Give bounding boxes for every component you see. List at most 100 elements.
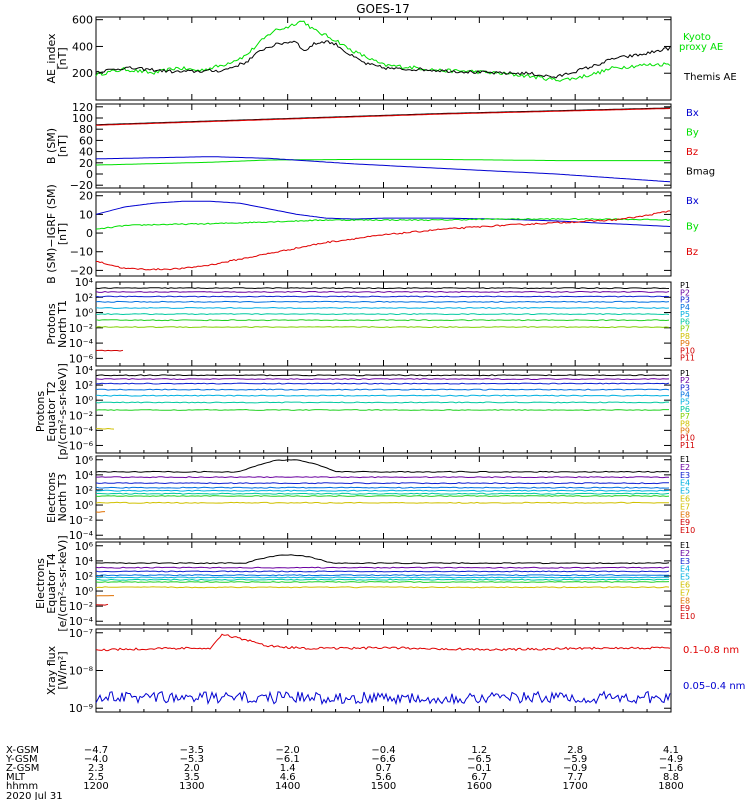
legend-en: E1 (680, 455, 690, 464)
x-row-label: MLT (6, 772, 26, 783)
legend-pe: P5 (680, 398, 690, 407)
channel-ee-2 (95, 566, 669, 569)
x-column-value: 0.7 (376, 763, 392, 774)
legend-bsm: Bx (686, 108, 699, 119)
x-column-value: 1700 (562, 781, 587, 792)
panel-frame-pe (95, 369, 672, 454)
y-axis-label-ae: [nT] (56, 47, 69, 69)
y-axis-label-bigrf: B (SM)−IGRF (SM) (45, 184, 58, 284)
legend-en: E5 (680, 487, 690, 496)
legend-ae: Themis AE (683, 72, 737, 83)
channel-pn-4 (95, 300, 670, 303)
legend-pe: P1 (680, 369, 690, 378)
legend-pn: P1 (680, 281, 690, 290)
series-ae-themis-ae (95, 40, 671, 79)
y-tick-label-pe: 10⁴ (75, 364, 94, 377)
x-column-value: −4.7 (84, 745, 108, 756)
y-tick-label-bsm: 60 (79, 134, 93, 147)
y-axis-label-ae: AE_index (45, 33, 58, 84)
y-tick-label-pe: 10⁰ (75, 394, 94, 407)
channel-en-5 (96, 489, 670, 492)
channel-pe-4 (95, 388, 670, 391)
legend-ee: E5 (680, 573, 690, 582)
channel-en-3 (95, 482, 669, 485)
channel-pe-9 (96, 427, 115, 430)
y-tick-label-ae: 400 (72, 40, 93, 53)
x-row-label: X-GSM (6, 745, 39, 756)
y-tick-label-pn: 10² (75, 291, 93, 304)
y-tick-label-ee: 10⁰ (75, 585, 94, 598)
x-column-value: 2.3 (88, 763, 104, 774)
series-bsm-bx (95, 156, 671, 183)
y-tick-label-bsm: 0 (86, 168, 93, 181)
channel-pe-3 (96, 382, 670, 385)
legend-pn: P3 (680, 296, 690, 305)
x-column-value: 5.6 (376, 772, 392, 783)
legend-pe: P4 (680, 391, 690, 400)
y-tick-label-en: 10² (75, 484, 93, 497)
legend-pe: P3 (680, 383, 690, 392)
y-axis-label-pn: Protons (45, 303, 58, 344)
y-axis-label-bsm: B (SM) (45, 128, 58, 164)
legend-pe: P9 (680, 426, 690, 435)
legend-pn: P6 (680, 317, 690, 326)
y-tick-label-en: 10⁻⁴ (69, 529, 94, 542)
legend-ee: E3 (680, 557, 690, 566)
x-column-value: 2.0 (184, 763, 200, 774)
y-tick-label-ee: 10⁻² (69, 600, 93, 613)
legend-pn: P2 (680, 288, 690, 297)
x-column-value: 1800 (658, 781, 683, 792)
x-column-value: 4.1 (663, 745, 679, 756)
x-column-value: −6.1 (276, 754, 300, 765)
x-column-value: 1400 (275, 781, 300, 792)
y-axis-label-bigrf: [nT] (56, 223, 69, 245)
legend-en: E4 (680, 479, 690, 488)
panel-frame-pn (95, 281, 672, 367)
x-column-value: 3.5 (184, 772, 200, 783)
legend-ee: E2 (680, 549, 690, 558)
y-tick-label-pn: 10⁰ (75, 307, 94, 320)
legend-en: E7 (680, 502, 690, 511)
x-column-value: 8.8 (663, 772, 679, 783)
x-column-value: 1.2 (471, 745, 487, 756)
y-axis-label-pn: North T1 (56, 300, 69, 348)
x-column-value: −3.5 (180, 745, 204, 756)
channel-pe-2 (95, 378, 670, 381)
y-tick-label-bigrf: 20 (79, 190, 93, 203)
x-column-value: −5.3 (180, 754, 204, 765)
legend-en: E3 (680, 471, 690, 480)
y-axis-label-xray: [W/m²] (56, 651, 69, 689)
y-tick-label-en: 10⁰ (75, 499, 94, 512)
channel-pe-7 (95, 408, 669, 411)
y-tick-label-pn: 10⁻² (69, 322, 93, 335)
series-bsm-by (96, 158, 670, 166)
legend-pn: P8 (680, 332, 690, 341)
legend-pn: P7 (680, 325, 690, 334)
legend-pe: P2 (680, 376, 690, 385)
legend-pn: P5 (680, 310, 690, 319)
panel-frame-ae (95, 16, 672, 101)
channel-pn-6 (95, 313, 670, 316)
y-tick-label-xray: 10⁻⁷ (69, 627, 93, 640)
legend-ee: E10 (680, 612, 695, 621)
y-tick-label-bigrf: −10 (70, 246, 93, 259)
channel-ee-6 (95, 578, 669, 581)
y-tick-label-bsm: 20 (79, 157, 93, 170)
y-axis-label-ee: [e/(cm²-s-sr-keV)] (56, 535, 69, 631)
x-column-value: −6.5 (467, 754, 491, 765)
series-bsm-bz (95, 108, 671, 126)
x-column-value: −0.9 (563, 763, 587, 774)
legend-bigrf: Bz (686, 247, 698, 258)
channel-en-7 (95, 494, 670, 497)
y-tick-label-pe: 10⁻² (69, 409, 93, 422)
legend-bsm: Bmag (686, 167, 715, 178)
channel-ee-1 (96, 554, 670, 565)
y-axis-label-en: North T3 (56, 474, 69, 522)
channel-ee-4 (95, 574, 669, 577)
y-tick-label-en: 10⁻² (69, 514, 93, 527)
channel-en-8 (95, 501, 669, 504)
y-tick-label-bsm: 40 (79, 146, 93, 159)
y-tick-label-xray: 10⁻⁸ (69, 665, 94, 678)
legend-bigrf: Bx (686, 196, 699, 207)
x-row-label: Y-GSM (5, 754, 38, 765)
